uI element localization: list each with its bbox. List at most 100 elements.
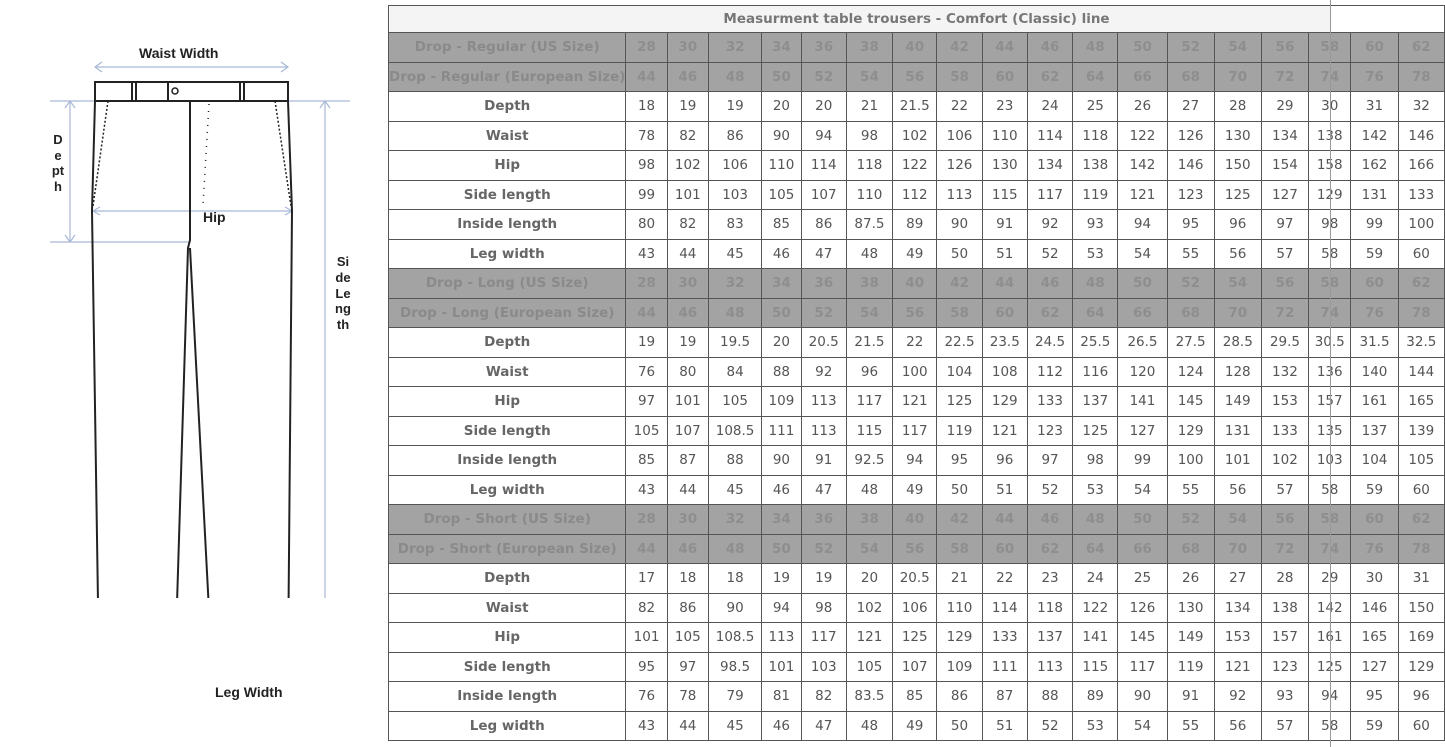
- row-label: Leg width: [387, 710, 627, 741]
- trousers-drawing: [50, 61, 350, 598]
- measurement-cell: 146: [1166, 150, 1215, 181]
- size-cell: 58: [1308, 504, 1352, 535]
- measurement-cell: 23: [1026, 563, 1074, 594]
- measurement-cell: 110: [761, 150, 802, 181]
- row-label: Leg width: [387, 474, 627, 505]
- size-cell: 74: [1308, 297, 1352, 328]
- measurement-cell: 145: [1117, 622, 1168, 653]
- row-label: Hip: [387, 150, 627, 181]
- row-label: Hip: [387, 622, 627, 653]
- measurement-cell: 108.5: [707, 622, 763, 653]
- measurement-cell: 30: [1308, 91, 1352, 122]
- measurement-cell: 157: [1308, 386, 1352, 417]
- measurement-cell: 98: [800, 592, 847, 623]
- size-cell: 32: [707, 504, 763, 535]
- measurement-cell: 96: [845, 356, 894, 387]
- measurement-cell: 102: [892, 120, 938, 151]
- measurement-cell: 55: [1166, 710, 1215, 741]
- size-cell: 44: [981, 32, 1028, 63]
- measurement-cell: 146: [1350, 592, 1399, 623]
- size-cell: 50: [761, 533, 802, 564]
- row-label: Waist: [387, 592, 627, 623]
- measurement-cell: 28.5: [1213, 327, 1262, 358]
- measurement-cell: 46: [761, 710, 802, 741]
- measurement-cell: 153: [1213, 622, 1262, 653]
- measurement-cell: 44: [666, 710, 709, 741]
- measurement-cell: 103: [800, 651, 847, 682]
- measurement-cell: 130: [981, 150, 1028, 181]
- measurement-cell: 19: [707, 91, 763, 122]
- measurement-cell: 48: [845, 474, 894, 505]
- size-cell: 76: [1350, 297, 1399, 328]
- size-cell: 54: [1213, 32, 1262, 63]
- measurement-cell: 101: [666, 179, 709, 210]
- row-label: Drop - Long (European Size): [387, 297, 627, 328]
- measurement-cell: 121: [1117, 179, 1168, 210]
- table-row: Hip 98 102 106 110 114 118 122 126 130 134 138 142 14…: [387, 150, 1445, 181]
- size-cell: 34: [761, 504, 802, 535]
- row-label: Waist: [387, 356, 627, 387]
- size-header-row: Drop - Long (US Size) 28 30 32 34 36 38 40 42 44 4…: [387, 268, 1445, 299]
- measurement-cell: 87.5: [845, 209, 894, 240]
- size-cell: 62: [1397, 32, 1445, 63]
- measurement-cell: 96: [1213, 209, 1262, 240]
- row-label: Side length: [387, 179, 627, 210]
- measurement-cell: 137: [1072, 386, 1119, 417]
- measurement-cell: 110: [981, 120, 1028, 151]
- divider-line: [1330, 0, 1331, 747]
- measurement-cell: 127: [1260, 179, 1310, 210]
- measurement-cell: 104: [936, 356, 983, 387]
- measurement-cell: 29: [1260, 91, 1310, 122]
- measurement-cell: 131: [1350, 179, 1399, 210]
- measurement-cell: 87: [981, 681, 1028, 712]
- measurement-cell: 53: [1072, 474, 1119, 505]
- measurement-cell: 115: [845, 415, 894, 446]
- size-cell: 64: [1072, 533, 1119, 564]
- measurement-cell: 122: [892, 150, 938, 181]
- size-cell: 60: [1350, 268, 1399, 299]
- measurement-cell: 150: [1397, 592, 1445, 623]
- size-cell: 50: [1117, 32, 1168, 63]
- row-label: Drop - Regular (US Size): [387, 32, 627, 63]
- row-label: Inside length: [387, 209, 627, 240]
- depth-label: Depth: [51, 132, 65, 194]
- size-cell: 74: [1308, 61, 1352, 92]
- measurement-cell: 86: [707, 120, 763, 151]
- measurement-cell: 103: [1308, 445, 1352, 476]
- measurement-cell: 149: [1213, 386, 1262, 417]
- measurement-cell: 81: [761, 681, 802, 712]
- measurement-cell: 90: [1117, 681, 1168, 712]
- size-cell: 50: [761, 297, 802, 328]
- measurement-cell: 101: [625, 622, 668, 653]
- size-cell: 52: [800, 297, 847, 328]
- measurement-cell: 139: [1397, 415, 1445, 446]
- table-row: Side length 95 97 98.5 101 103 105 107 109 111 113…: [387, 651, 1445, 682]
- measurement-cell: 102: [1260, 445, 1310, 476]
- measurement-cell: 88: [707, 445, 763, 476]
- measurement-cell: 157: [1260, 622, 1310, 653]
- measurement-cell: 114: [1026, 120, 1074, 151]
- measurement-cell: 24: [1026, 91, 1074, 122]
- size-cell: 34: [761, 268, 802, 299]
- size-cell: 76: [1350, 533, 1399, 564]
- size-cell: 40: [892, 504, 938, 535]
- size-cell: 38: [845, 504, 894, 535]
- measurement-cell: 145: [1166, 386, 1215, 417]
- row-label: Drop - Regular (European Size): [387, 61, 627, 92]
- measurement-cell: 50: [936, 710, 983, 741]
- measurement-cell: 123: [1166, 179, 1215, 210]
- table-row: Inside length 76 78 79 81 82 83.5 85 86 87 88 89 90 9…: [387, 681, 1445, 712]
- measurement-cell: 52: [1026, 474, 1074, 505]
- size-cell: 52: [800, 533, 847, 564]
- measurement-cell: 134: [1260, 120, 1310, 151]
- measurement-cell: 20.5: [892, 563, 938, 594]
- measurement-cell: 80: [625, 209, 668, 240]
- row-label: Hip: [387, 386, 627, 417]
- size-header-row: Drop - Short (European Size) 44 46 48 50 52 54…: [387, 533, 1445, 564]
- size-cell: 68: [1166, 61, 1215, 92]
- table-row: Leg width 43 44 45 46 47 48 49 50 51 52 53 54 55 56 57 5…: [387, 710, 1445, 741]
- row-label: Depth: [387, 327, 627, 358]
- measurement-cell: 21.5: [845, 327, 894, 358]
- measurement-cell: 86: [936, 681, 983, 712]
- measurement-cell: 110: [936, 592, 983, 623]
